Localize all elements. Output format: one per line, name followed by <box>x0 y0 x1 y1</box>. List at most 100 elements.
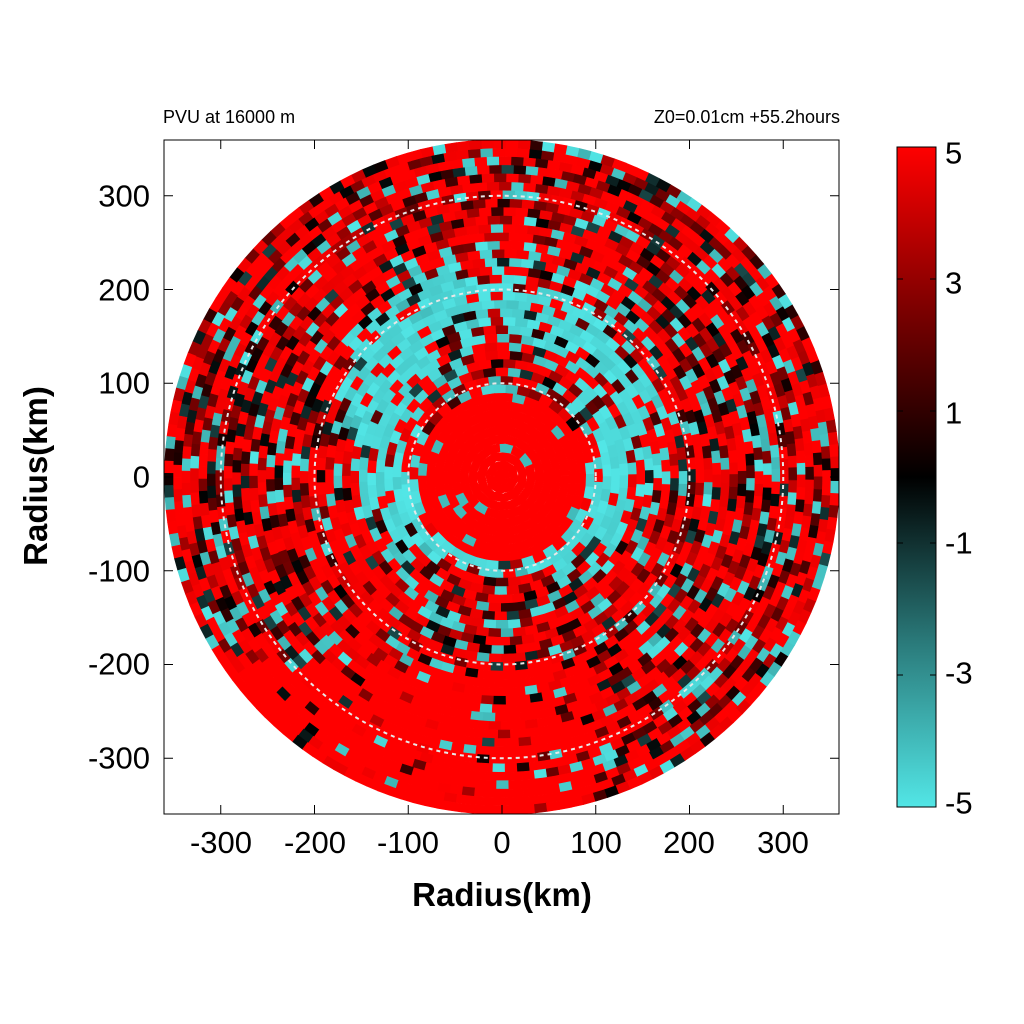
heatmap-cell <box>472 770 487 781</box>
heatmap-cell <box>299 458 310 472</box>
heatmap-cell <box>534 468 545 482</box>
heatmap-cell <box>694 482 705 496</box>
heatmap-cell <box>206 448 217 463</box>
heatmap-cell <box>504 704 518 714</box>
heatmap-cell <box>508 257 522 268</box>
heatmap-cell <box>240 487 251 502</box>
heatmap-cell <box>516 147 530 158</box>
heatmap-cell <box>483 779 498 790</box>
heatmap-cell <box>795 449 806 464</box>
heatmap-cell <box>813 464 823 478</box>
heatmap-cell <box>509 635 524 646</box>
heatmap-cell <box>341 463 352 477</box>
heatmap-cell <box>468 468 478 484</box>
heatmap-cell <box>349 470 360 485</box>
heatmap-cell <box>745 452 756 467</box>
heatmap-cell <box>505 172 519 183</box>
heatmap-cell <box>510 788 525 798</box>
heatmap-cell <box>497 771 511 782</box>
heatmap-cell <box>770 456 781 470</box>
heatmap-cell <box>498 156 512 166</box>
heatmap-cell <box>492 763 506 773</box>
heatmap-cell <box>497 552 511 562</box>
heatmap-cell <box>763 474 773 488</box>
heatmap-cell <box>729 474 739 488</box>
heatmap-cell <box>240 451 251 465</box>
heatmap-cell <box>760 498 772 513</box>
heatmap-cell <box>515 266 529 277</box>
heatmap-cell <box>324 469 334 483</box>
heatmap-cell <box>349 458 360 472</box>
heatmap-cell <box>644 469 655 484</box>
heatmap-cell <box>248 463 258 477</box>
heatmap-cell <box>461 803 475 814</box>
heatmap-cell <box>498 805 511 814</box>
heatmap-cell <box>488 602 502 613</box>
heatmap-cell <box>712 474 722 488</box>
heatmap-cell <box>232 496 243 511</box>
heatmap-cell <box>677 483 688 497</box>
heatmap-cell <box>514 660 529 671</box>
x-axis-label: Radius(km) <box>412 876 592 913</box>
heatmap-cell <box>480 173 495 183</box>
heatmap-cell <box>619 475 629 489</box>
heatmap-cell <box>661 458 672 473</box>
heatmap-cell <box>223 478 233 492</box>
heatmap-cell <box>181 446 192 460</box>
heatmap-cell <box>678 470 688 485</box>
heatmap-cell <box>489 316 504 326</box>
heatmap-cell <box>481 610 496 621</box>
heatmap-cell <box>508 341 522 353</box>
heatmap-cell <box>240 463 250 477</box>
heatmap-cell <box>788 479 798 493</box>
heatmap-cell <box>720 481 731 495</box>
heatmap-cell <box>511 215 525 226</box>
heatmap-cell <box>332 463 343 477</box>
heatmap-cell <box>299 470 309 485</box>
heatmap-cell <box>485 636 499 647</box>
heatmap-cell <box>541 141 556 153</box>
x-tick-label: -100 <box>376 825 440 860</box>
reference-circle <box>407 382 597 572</box>
heatmap-cell <box>324 456 335 471</box>
heatmap-cell <box>503 644 517 655</box>
heatmap-cell <box>231 484 242 498</box>
heatmap-cell <box>803 442 814 456</box>
heatmap-cell <box>522 156 537 167</box>
heatmap-cell <box>517 796 531 807</box>
heatmap-cell <box>273 477 284 491</box>
heatmap-cell <box>476 164 490 175</box>
heatmap-cell <box>652 477 663 491</box>
heatmap-cell <box>282 447 294 462</box>
heatmap-cell <box>486 215 501 225</box>
heatmap-cell <box>206 485 217 500</box>
heatmap-cell <box>495 232 509 242</box>
heatmap-cell <box>512 745 526 756</box>
heatmap-cell <box>341 487 353 502</box>
heatmap-cell <box>518 736 533 747</box>
heatmap-cell <box>787 454 798 469</box>
heatmap-cell <box>493 535 507 545</box>
heatmap-cell <box>762 486 773 501</box>
heatmap-cell <box>602 463 613 477</box>
y-tick-label: 300 <box>98 178 150 214</box>
heatmap-cell <box>627 474 638 488</box>
heatmap-cell <box>493 299 507 309</box>
heatmap-cell <box>469 736 484 747</box>
heatmap-cell <box>505 796 519 807</box>
heatmap-cell <box>517 173 532 184</box>
heatmap-cell <box>497 729 511 739</box>
heatmap-cell <box>461 157 476 168</box>
heatmap-cell <box>476 652 491 663</box>
heatmap-cell <box>282 484 293 499</box>
heatmap-cell <box>493 417 508 428</box>
heatmap-cell <box>383 478 394 493</box>
heatmap-cell <box>501 754 515 765</box>
heatmap-cell <box>172 477 182 491</box>
y-axis-label: Radius(km) <box>17 386 54 566</box>
heatmap-cell <box>543 470 553 485</box>
heatmap-cell <box>577 471 587 485</box>
heatmap-cell <box>172 489 183 503</box>
heatmap-cell <box>181 458 191 472</box>
heatmap-cell <box>503 248 517 259</box>
